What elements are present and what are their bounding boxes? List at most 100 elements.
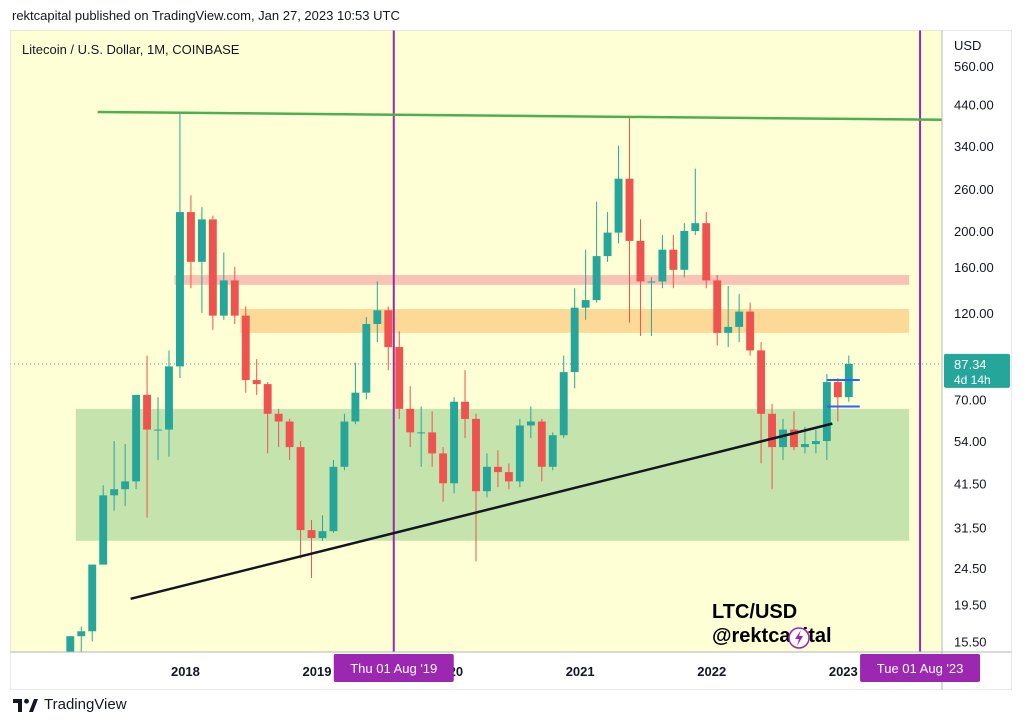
candle[interactable]: [165, 350, 173, 457]
candle[interactable]: [833, 377, 842, 422]
candle-body[interactable]: [230, 280, 239, 316]
candle[interactable]: [99, 485, 108, 565]
candle[interactable]: [658, 235, 667, 289]
candle[interactable]: [274, 408, 283, 448]
candle-body[interactable]: [493, 466, 502, 473]
candle-body[interactable]: [658, 249, 667, 282]
candle-body[interactable]: [713, 280, 722, 333]
candle-body[interactable]: [285, 421, 294, 448]
candle[interactable]: [702, 212, 711, 289]
candle[interactable]: [537, 418, 546, 482]
candle-body[interactable]: [395, 347, 404, 409]
candle-body[interactable]: [811, 441, 820, 445]
candle[interactable]: [526, 406, 535, 439]
candle-body[interactable]: [241, 315, 250, 381]
candle-body[interactable]: [592, 256, 601, 301]
chart-area[interactable]: LTC/USD @rektcapital USD 560.00 440.00 340.0…: [9, 29, 1013, 691]
candle[interactable]: [296, 441, 305, 559]
candle[interactable]: [768, 404, 776, 490]
candle[interactable]: [811, 429, 820, 454]
candle-body[interactable]: [504, 472, 513, 482]
candle-body[interactable]: [724, 326, 733, 333]
candle[interactable]: [428, 411, 437, 467]
candle[interactable]: [822, 374, 831, 460]
candle-body[interactable]: [581, 300, 590, 308]
candle[interactable]: [570, 288, 579, 389]
candle[interactable]: [504, 463, 513, 490]
candle-body[interactable]: [88, 564, 97, 632]
candle-body[interactable]: [362, 324, 371, 393]
candle-body[interactable]: [625, 178, 634, 241]
candle[interactable]: [285, 418, 294, 460]
candle-body[interactable]: [548, 435, 557, 467]
candle[interactable]: [439, 447, 448, 502]
candle[interactable]: [263, 382, 272, 454]
candle-body[interactable]: [176, 212, 184, 367]
candle-body[interactable]: [483, 466, 491, 492]
candle[interactable]: [307, 520, 316, 578]
candle-body[interactable]: [351, 392, 360, 422]
candle[interactable]: [362, 317, 371, 400]
candle-body[interactable]: [822, 382, 831, 442]
candle-body[interactable]: [461, 401, 469, 419]
candle-body[interactable]: [208, 219, 217, 316]
candlestick-chart[interactable]: LTC/USD@rektcapital USD 560.00 440.00 340.0…: [9, 29, 1013, 691]
candle[interactable]: [340, 413, 349, 471]
candle[interactable]: [713, 275, 722, 346]
candle[interactable]: [581, 249, 590, 320]
candle[interactable]: [373, 281, 382, 343]
candle[interactable]: [219, 252, 228, 320]
candle-body[interactable]: [680, 230, 689, 270]
candle-body[interactable]: [702, 223, 711, 281]
candle-body[interactable]: [800, 444, 809, 448]
candle-body[interactable]: [746, 311, 755, 351]
candle-body[interactable]: [691, 223, 700, 231]
candle[interactable]: [384, 306, 393, 371]
candle[interactable]: [132, 394, 141, 490]
candle[interactable]: [680, 223, 689, 278]
candle[interactable]: [208, 215, 217, 330]
candle[interactable]: [790, 411, 798, 451]
candle[interactable]: [472, 413, 480, 562]
candle[interactable]: [88, 564, 97, 642]
candle[interactable]: [592, 201, 601, 303]
candle-body[interactable]: [165, 366, 173, 430]
candle[interactable]: [329, 459, 338, 533]
candle[interactable]: [143, 355, 152, 518]
candle[interactable]: [450, 397, 459, 494]
candle[interactable]: [735, 294, 744, 343]
candle[interactable]: [515, 418, 524, 488]
candle[interactable]: [746, 302, 755, 356]
candle-body[interactable]: [318, 531, 327, 539]
candle-body[interactable]: [472, 418, 480, 492]
candle-body[interactable]: [406, 408, 415, 433]
candle[interactable]: [603, 212, 612, 262]
candle-body[interactable]: [143, 394, 152, 430]
candle-body[interactable]: [66, 636, 75, 652]
candle-body[interactable]: [252, 380, 261, 385]
candle[interactable]: [724, 285, 733, 348]
candle[interactable]: [461, 370, 469, 439]
candle-body[interactable]: [669, 249, 678, 270]
candle-body[interactable]: [735, 311, 744, 327]
candle[interactable]: [559, 355, 568, 439]
candle[interactable]: [318, 515, 327, 541]
candle-body[interactable]: [636, 240, 645, 282]
candle[interactable]: [417, 406, 426, 467]
candle[interactable]: [779, 418, 787, 460]
candle[interactable]: [483, 453, 491, 498]
candle-body[interactable]: [833, 382, 842, 398]
candle[interactable]: [614, 145, 623, 244]
candle[interactable]: [241, 306, 250, 393]
candle[interactable]: [493, 450, 502, 488]
candle[interactable]: [121, 444, 130, 507]
candle-body[interactable]: [757, 350, 766, 414]
candle-body[interactable]: [417, 432, 426, 434]
candle-body[interactable]: [307, 530, 316, 539]
candle-body[interactable]: [121, 481, 130, 490]
candle-body[interactable]: [570, 307, 579, 373]
candle-body[interactable]: [537, 421, 546, 467]
candle[interactable]: [625, 115, 634, 323]
candle[interactable]: [757, 342, 766, 464]
candle[interactable]: [691, 168, 700, 236]
